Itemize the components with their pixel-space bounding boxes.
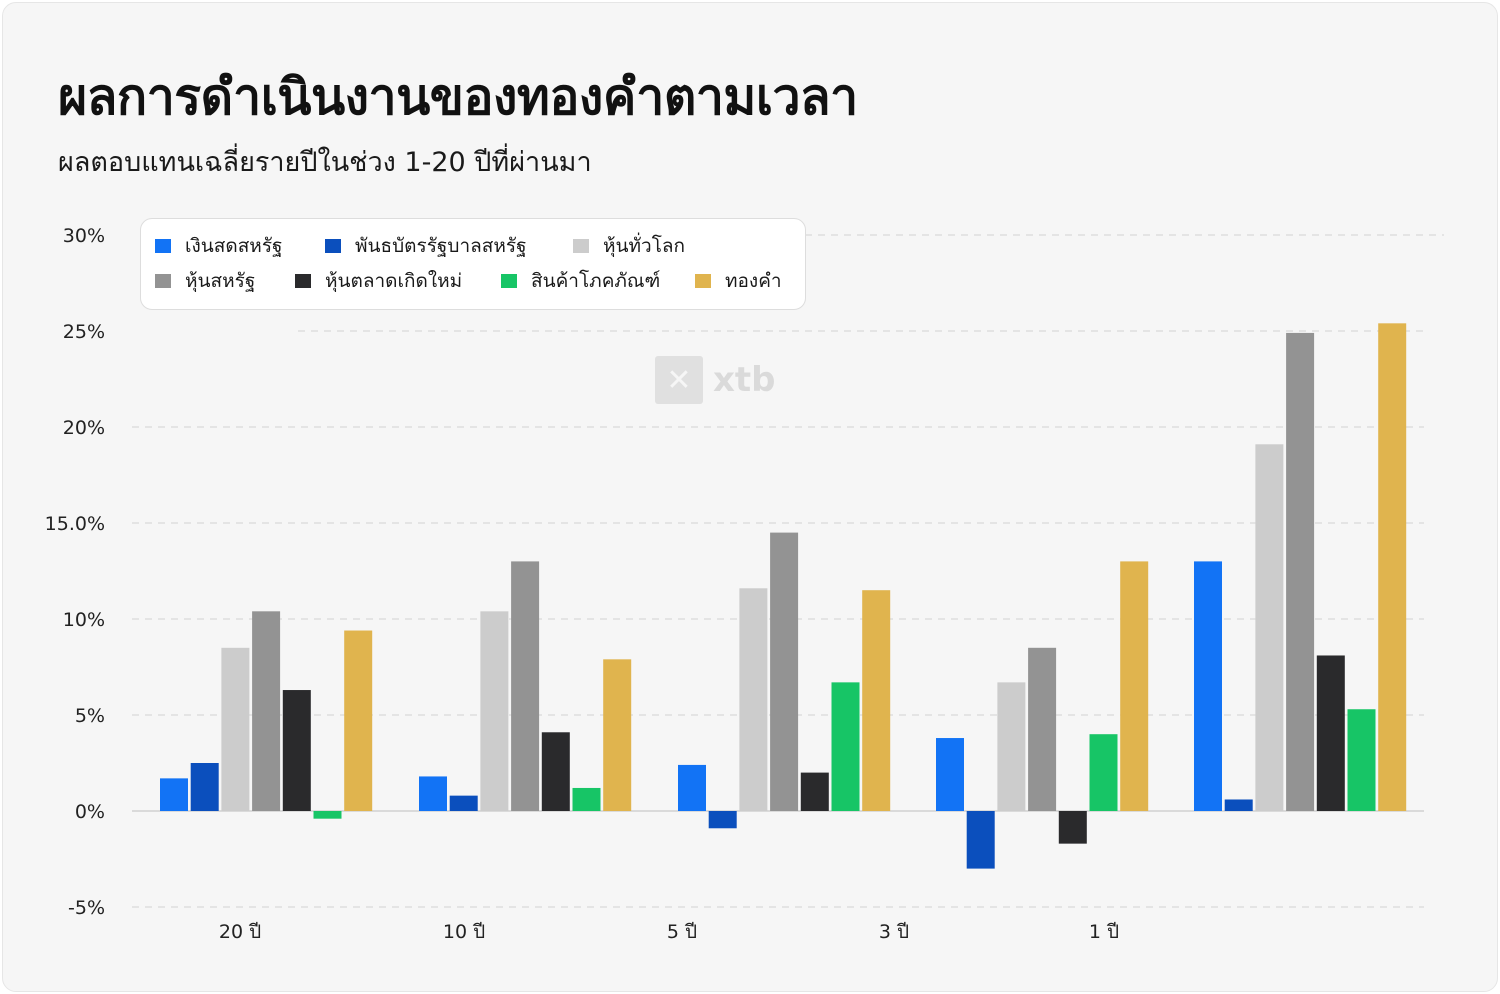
bar	[678, 764, 706, 811]
legend-item: หุ้นสหรัฐ	[155, 269, 255, 293]
chart-title: ผลการดำเนินงานของทองคำตามเวลา	[58, 68, 858, 126]
bar	[862, 590, 891, 811]
x-tick-label: 3 ปี	[879, 921, 909, 943]
y-tick-label: -5%	[68, 897, 105, 919]
bar	[831, 682, 860, 811]
y-tick-label: 0%	[75, 801, 105, 823]
legend-item: หุ้นตลาดเกิดใหม่	[295, 269, 462, 293]
legend-label: ทองคำ	[725, 270, 782, 292]
bar	[1316, 655, 1345, 811]
bar	[770, 532, 799, 811]
xtb-watermark: ✕ xtb	[655, 355, 776, 405]
bar	[997, 682, 1026, 811]
legend-item: ทองคำ	[695, 269, 782, 293]
bar	[541, 732, 570, 811]
xtb-logo-icon: ✕	[655, 356, 703, 404]
legend-label: สินค้าโภคภัณฑ์	[531, 270, 661, 292]
bar	[800, 772, 829, 811]
legend-label: พันธบัตรรัฐบาลสหรัฐ	[355, 235, 527, 257]
chart-legend: เงินสดสหรัฐ พันธบัตรรัฐบาลสหรัฐ หุ้นทั่วโล…	[140, 218, 806, 310]
bar	[966, 811, 995, 869]
bar	[252, 611, 281, 811]
x-tick-label: 10 ปี	[443, 921, 485, 943]
legend-label: หุ้นตลาดเกิดใหม่	[325, 270, 463, 292]
bar	[1224, 799, 1253, 811]
legend-label: หุ้นสหรัฐ	[185, 270, 256, 292]
bar	[221, 647, 250, 811]
bar	[1028, 647, 1057, 811]
bar	[1089, 734, 1118, 811]
bar	[1286, 332, 1315, 811]
bar	[282, 690, 311, 811]
chart-subtitle: ผลตอบแทนเฉลี่ยรายปีในช่วง 1-20 ปีที่ผ่าน…	[58, 147, 592, 178]
bar	[603, 659, 632, 811]
y-tick-label: 30%	[63, 225, 105, 247]
y-tick-label: 10%	[63, 609, 105, 631]
legend-label: หุ้นทั่วโลก	[603, 235, 686, 257]
bar	[160, 778, 188, 811]
bar	[313, 811, 342, 819]
legend-swatch	[325, 239, 341, 253]
bar	[1194, 561, 1222, 811]
bar	[1058, 811, 1087, 844]
legend-swatch	[295, 274, 311, 288]
bar	[419, 776, 447, 811]
bar	[449, 795, 478, 811]
legend-item: หุ้นทั่วโลก	[573, 234, 685, 258]
legend-item: พันธบัตรรัฐบาลสหรัฐ	[325, 234, 527, 258]
x-tick-label: 20 ปี	[219, 921, 261, 943]
legend-swatch	[155, 274, 171, 288]
bar	[936, 738, 964, 811]
y-tick-label: 20%	[63, 417, 105, 439]
bar	[708, 811, 737, 829]
x-tick-label: 1 ปี	[1089, 921, 1119, 943]
y-tick-label: 5%	[75, 705, 105, 727]
bar	[344, 630, 373, 811]
legend-swatch	[155, 239, 171, 253]
legend-swatch	[501, 274, 517, 288]
bar	[572, 787, 601, 811]
legend-item: เงินสดสหรัฐ	[155, 234, 283, 258]
bar	[511, 561, 540, 811]
bar	[1255, 444, 1284, 811]
legend-label: เงินสดสหรัฐ	[185, 235, 283, 257]
bar	[1120, 561, 1149, 811]
legend-swatch	[573, 239, 589, 253]
bar	[480, 611, 509, 811]
bar	[1378, 323, 1407, 811]
y-tick-label: 25%	[63, 321, 105, 343]
bar	[1347, 709, 1376, 811]
bar	[190, 763, 219, 811]
watermark-text: xtb	[713, 360, 776, 400]
legend-item: สินค้าโภคภัณฑ์	[501, 269, 660, 293]
legend-swatch	[695, 274, 711, 288]
bar	[739, 588, 768, 811]
x-tick-label: 5 ปี	[667, 921, 697, 943]
y-tick-label: 15.0%	[45, 513, 105, 535]
